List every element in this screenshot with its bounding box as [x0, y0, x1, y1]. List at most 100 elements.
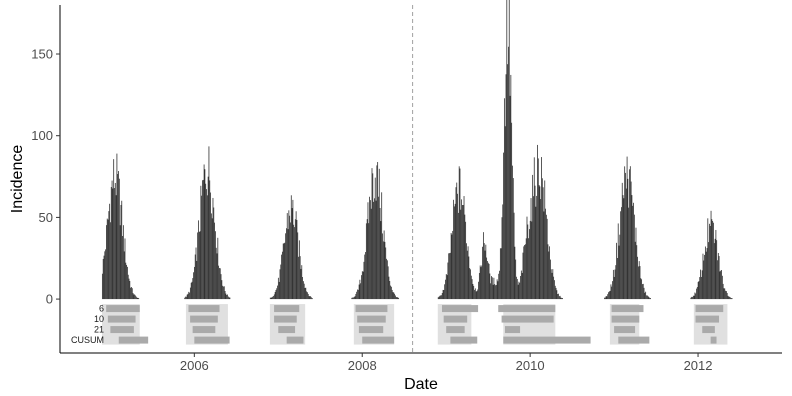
- incidence-bar-33: [128, 278, 130, 300]
- incidence-bar-495: [501, 217, 503, 300]
- incidence-bar-31: [127, 266, 128, 300]
- incidence-bar-209: [270, 297, 272, 300]
- alarm-1-4: [443, 315, 468, 323]
- incidence-bar-494: [500, 248, 502, 300]
- incidence-bar-30: [126, 264, 128, 300]
- incidence-bar-500: [505, 74, 507, 300]
- incidence-bar-44: [137, 297, 139, 300]
- incidence-bar-536: [534, 185, 536, 300]
- incidence-bar-754: [710, 210, 712, 300]
- incidence-bar-651: [627, 178, 629, 300]
- incidence-bar-360: [392, 292, 394, 300]
- incidence-bar-4: [105, 249, 107, 300]
- incidence-bar-745: [703, 260, 705, 300]
- incidence-bar-760: [715, 229, 717, 300]
- incidence-bar-557: [551, 272, 553, 300]
- incidence-bar-623: [604, 297, 606, 300]
- incidence-bar-442: [458, 166, 460, 300]
- incidence-bar-316: [357, 289, 358, 300]
- incidence-bar-770: [723, 288, 725, 300]
- incidence-bar-112: [192, 278, 194, 300]
- alarm-method-label: 10: [94, 314, 104, 324]
- incidence-bar-211: [272, 296, 274, 300]
- alarm-2-7: [702, 326, 715, 334]
- incidence-bar-326: [365, 252, 366, 300]
- incidence-bar-22: [119, 225, 121, 300]
- incidence-bar-546: [542, 187, 544, 300]
- incidence-bar-631: [611, 286, 613, 300]
- incidence-bar-121: [199, 231, 201, 300]
- incidence-bar-499: [504, 126, 506, 300]
- incidence-bar-127: [204, 169, 206, 300]
- incidence-bar-26: [122, 225, 124, 300]
- axes: [59, 5, 782, 354]
- alarm-2-6: [614, 326, 636, 334]
- incidence-bar-339: [375, 200, 377, 300]
- incidence-bar-224: [282, 243, 284, 300]
- incidence-bar-737: [696, 286, 698, 300]
- incidence-bar-10: [110, 222, 111, 300]
- incidence-bar-5: [106, 225, 107, 300]
- incidence-bar-533: [532, 174, 534, 300]
- incidence-bar-134: [210, 192, 211, 300]
- incidence-bar-558: [552, 269, 554, 300]
- incidence-bar-653: [629, 169, 630, 300]
- incidence-bar-132: [208, 146, 210, 300]
- incidence-bar-479: [488, 263, 490, 300]
- incidence-bar-636: [615, 265, 617, 300]
- incidence-bar-434: [452, 230, 454, 300]
- incidence-bar-464: [476, 291, 478, 300]
- incidence-bar-524: [524, 244, 526, 300]
- incidence-bar-109: [189, 287, 191, 300]
- incidence-bar-40: [134, 294, 136, 300]
- incidence-bar-769: [722, 283, 724, 300]
- incidence-bar-491: [498, 273, 500, 300]
- incidence-bar-515: [517, 284, 519, 300]
- incidence-bar-309: [351, 297, 353, 300]
- incidence-bar-747: [704, 246, 706, 300]
- incidence-bar-238: [294, 227, 295, 300]
- incidence-bar-673: [645, 291, 647, 300]
- incidence-bar-773: [725, 291, 727, 300]
- incidence-bar-313: [354, 296, 356, 300]
- incidence-bar-431: [449, 252, 451, 300]
- incidence-bar-212: [273, 295, 274, 300]
- incidence-bar-229: [286, 213, 288, 300]
- incidence-bar-554: [549, 246, 550, 300]
- incidence-bar-123: [201, 195, 203, 300]
- incidence-bar-365: [396, 297, 398, 300]
- incidence-bar-496: [502, 204, 504, 300]
- incidence-bar-23: [120, 204, 122, 300]
- incidence-bar-113: [193, 272, 195, 300]
- incidence-bar-748: [705, 251, 707, 300]
- incidence-bar-540: [537, 158, 539, 300]
- incidence-bar-363: [395, 295, 396, 300]
- incidence-bar-549: [545, 208, 546, 300]
- incidence-bar-538: [536, 195, 538, 300]
- x-tick-label: 2006: [180, 358, 209, 373]
- x-tick-label: 2010: [516, 358, 545, 373]
- y-tick-label: 150: [31, 47, 53, 62]
- alarm-1-0: [107, 315, 136, 323]
- alarm-2-3: [358, 326, 384, 334]
- incidence-bar-240: [295, 211, 297, 300]
- incidence-bar-543: [540, 199, 542, 300]
- incidence-bar-537: [535, 206, 537, 300]
- incidence-bar-338: [374, 177, 376, 300]
- incidence-bar-21: [118, 178, 120, 300]
- incidence-bar-19: [117, 174, 119, 300]
- incidence-bar-672: [644, 292, 646, 300]
- incidence-bar-331: [369, 196, 370, 300]
- incidence-bar-627: [608, 292, 609, 300]
- incidence-bar-254: [307, 292, 308, 300]
- incidence-bar-111: [191, 281, 193, 300]
- incidence-bar-676: [647, 296, 649, 300]
- incidence-bar-477: [487, 261, 488, 300]
- incidence-bar-222: [281, 254, 282, 300]
- incidence-bar-217: [277, 285, 278, 300]
- x-axis-title: Date: [404, 376, 438, 393]
- incidence-bar-314: [355, 293, 357, 300]
- incidence-bar-430: [449, 253, 450, 300]
- incidence-bar-525: [525, 238, 527, 300]
- incidence-bar-475: [485, 244, 487, 300]
